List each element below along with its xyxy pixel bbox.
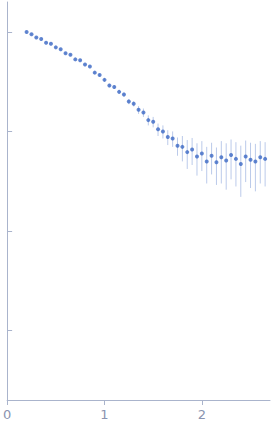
svg-text:0: 0: [3, 407, 11, 422]
svg-text:2: 2: [198, 407, 206, 422]
svg-text:1: 1: [100, 407, 108, 422]
